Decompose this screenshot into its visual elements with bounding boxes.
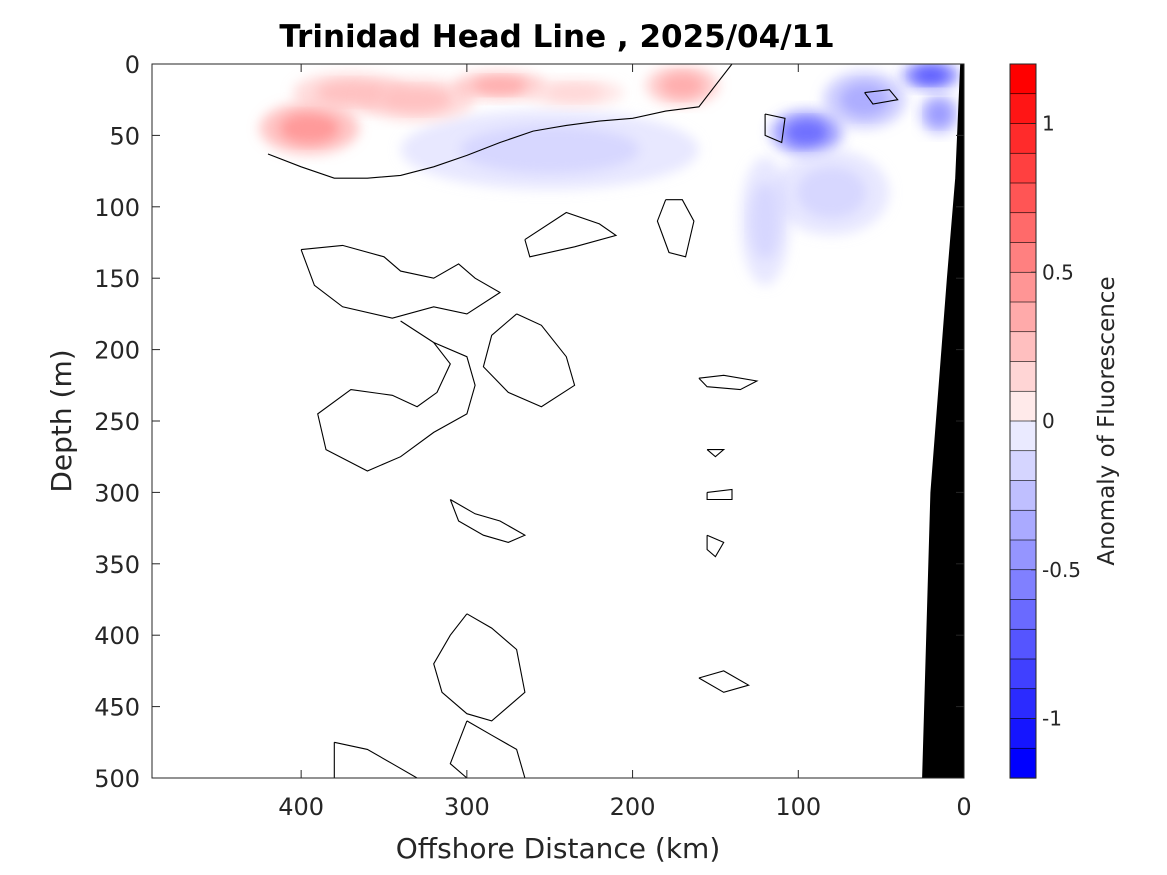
zero-contour-15 bbox=[706, 488, 733, 501]
anomaly-field bbox=[259, 64, 961, 286]
colorbar-tick-label: 1 bbox=[1042, 112, 1055, 136]
colorbar-segment bbox=[1009, 539, 1037, 571]
seafloor-polygon bbox=[922, 64, 964, 778]
colorbar-segment bbox=[1009, 450, 1037, 482]
positive-anomaly-3 bbox=[359, 78, 476, 122]
colorbar-segment bbox=[1009, 182, 1037, 214]
colorbar-tick-label: -1 bbox=[1042, 707, 1062, 731]
x-tick-label: 0 bbox=[956, 793, 971, 821]
negative-anomaly-2 bbox=[901, 64, 961, 90]
colorbar-segment bbox=[1009, 123, 1037, 154]
colorbar-segment bbox=[1009, 390, 1037, 422]
x-axis-label: Offshore Distance (km) bbox=[396, 832, 721, 865]
colorbar-segment bbox=[1009, 63, 1037, 95]
zero-contour-13 bbox=[698, 374, 759, 391]
zero-contour-10 bbox=[449, 499, 527, 543]
colorbar: 1 0.5 0 -0.5 -1 bbox=[1009, 63, 1081, 779]
zero-contour-12 bbox=[333, 741, 419, 778]
zero-contour-9 bbox=[433, 613, 526, 722]
colorbar-tick-label: 0.5 bbox=[1042, 260, 1074, 284]
colorbar-segment bbox=[1009, 599, 1037, 630]
colorbar-segment bbox=[1009, 509, 1037, 541]
zero-contour-11 bbox=[449, 720, 526, 778]
zero-contour-7 bbox=[317, 320, 476, 472]
negative-anomaly-6 bbox=[740, 156, 791, 286]
negative-anomaly-7 bbox=[400, 109, 699, 190]
positive-anomaly-5 bbox=[524, 78, 625, 107]
x-tick-label: 300 bbox=[444, 793, 490, 821]
colorbar-segment bbox=[1009, 480, 1037, 511]
y-tick-label: 100 bbox=[94, 194, 140, 222]
colorbar-segment bbox=[1009, 688, 1037, 720]
colorbar-segment bbox=[1009, 361, 1037, 392]
x-tick-label: 200 bbox=[610, 793, 656, 821]
colorbar-segment bbox=[1009, 331, 1037, 363]
colorbar-label: Anomaly of Fluorescence bbox=[1094, 276, 1120, 565]
zero-contour-lines bbox=[267, 64, 899, 778]
colorbar-segment bbox=[1009, 301, 1037, 333]
colorbar-segment bbox=[1009, 212, 1037, 244]
y-tick-label: 500 bbox=[94, 765, 140, 793]
negative-anomaly-4 bbox=[823, 71, 906, 129]
y-tick-label: 50 bbox=[109, 122, 140, 150]
positive-anomaly-1 bbox=[259, 102, 360, 154]
negative-anomaly-3 bbox=[919, 93, 960, 134]
colorbar-segment bbox=[1009, 747, 1037, 779]
zero-contour-3 bbox=[764, 113, 786, 144]
negative-anomaly-1 bbox=[770, 109, 844, 156]
y-tick-label: 0 bbox=[125, 51, 140, 79]
x-tick-label: 400 bbox=[278, 793, 324, 821]
y-tick-label: 200 bbox=[94, 337, 140, 365]
colorbar-segment bbox=[1009, 569, 1037, 601]
negative-anomaly-5 bbox=[773, 149, 890, 236]
colorbar-segment bbox=[1009, 658, 1037, 690]
zero-contour-8 bbox=[482, 313, 576, 408]
x-tick-label: 100 bbox=[775, 793, 821, 821]
positive-anomaly-6 bbox=[645, 65, 719, 106]
positive-anomaly-4 bbox=[453, 71, 547, 100]
colorbar-segment bbox=[1009, 718, 1037, 749]
colorbar-segment bbox=[1009, 271, 1037, 303]
y-axis-label: Depth (m) bbox=[45, 349, 78, 492]
zero-contour-16 bbox=[706, 534, 725, 558]
y-tick-label: 450 bbox=[94, 694, 140, 722]
chart-title: Trinidad Head Line , 2025/04/11 bbox=[279, 19, 834, 55]
colorbar-segment bbox=[1009, 93, 1037, 125]
colorbar-tick-label: 0 bbox=[1042, 409, 1055, 433]
y-tick-label: 400 bbox=[94, 622, 140, 650]
seafloor-bathymetry bbox=[922, 64, 964, 778]
zero-contour-5 bbox=[524, 211, 618, 258]
y-tick-label: 350 bbox=[94, 551, 140, 579]
y-tick-label: 150 bbox=[94, 265, 140, 293]
zero-contour-14 bbox=[706, 449, 726, 458]
zero-contour-2 bbox=[656, 199, 695, 258]
zero-contour-17 bbox=[698, 670, 751, 693]
colorbar-segment bbox=[1009, 628, 1037, 660]
x-axis: 400 300 200 100 0 bbox=[278, 64, 972, 821]
colorbar-segment bbox=[1009, 420, 1037, 452]
colorbar-segment bbox=[1009, 242, 1037, 273]
y-axis: 0 50 100 150 200 250 300 350 400 450 500 bbox=[94, 51, 964, 793]
zero-contour-1 bbox=[267, 64, 733, 179]
colorbar-tick-label: -0.5 bbox=[1042, 558, 1081, 582]
y-tick-label: 300 bbox=[94, 479, 140, 507]
zero-contour-6 bbox=[300, 244, 502, 319]
colorbar-segment bbox=[1009, 152, 1037, 184]
y-tick-label: 250 bbox=[94, 408, 140, 436]
zero-contour-4 bbox=[864, 89, 899, 105]
